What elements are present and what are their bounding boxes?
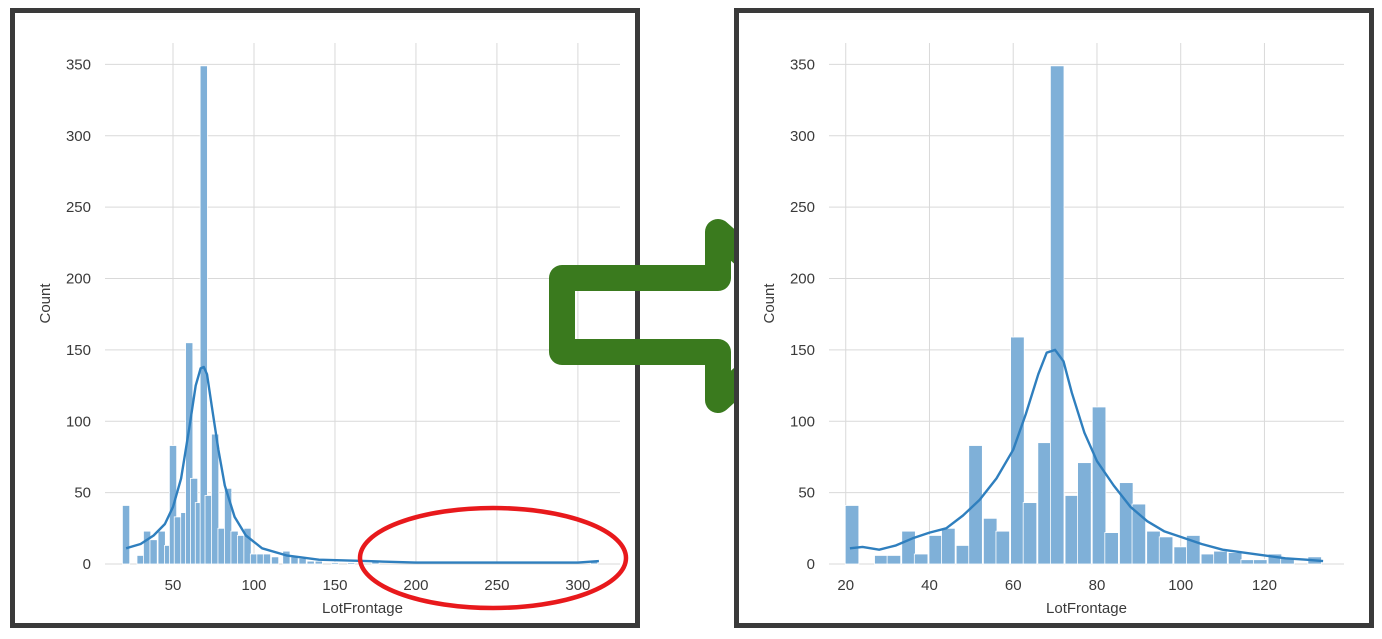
x-tick-label: 80 [1089, 577, 1106, 594]
x-tick-label: 300 [565, 577, 590, 594]
histogram-bar [886, 555, 902, 565]
histogram-bar [874, 555, 889, 565]
y-tick-label: 150 [66, 342, 91, 359]
y-tick-label: 300 [66, 128, 91, 145]
histogram-bar [199, 65, 208, 565]
histogram-bar [1037, 442, 1052, 565]
histogram-bar [1049, 65, 1065, 565]
histogram-bar [941, 527, 956, 565]
histogram-bar [314, 560, 323, 565]
x-axis-title: LotFrontage [322, 600, 403, 617]
histogram-bar [1022, 502, 1038, 565]
y-tick-label: 250 [790, 199, 815, 216]
x-tick-label: 120 [1252, 577, 1277, 594]
histogram-bar [330, 562, 340, 565]
right-chart-panel: 0 50 100 150 200 250 300 350 20 40 60 80 100 120 LotFr… [734, 8, 1374, 628]
histogram-bar [901, 530, 916, 565]
y-tick-label: 100 [66, 413, 91, 430]
histogram-bar [243, 527, 252, 565]
histogram-bar [1213, 550, 1228, 565]
histogram-bar [347, 562, 356, 565]
x-tick-label: 40 [921, 577, 938, 594]
x-tick-label: 150 [322, 577, 347, 594]
kde-line [849, 348, 1324, 563]
left-histogram-chart: 0 50 100 150 200 250 300 350 50 100 150 200 250 300 Lo… [37, 43, 629, 617]
x-tick-label: 50 [165, 577, 182, 594]
histogram-bar [1077, 462, 1092, 565]
y-tick-label: 200 [66, 271, 91, 288]
y-tick-label: 0 [83, 556, 91, 573]
y-tick-label: 200 [790, 271, 815, 288]
y-tick-label: 0 [807, 556, 815, 573]
y-tick-label: 350 [790, 56, 815, 73]
x-tick-label: 100 [1168, 577, 1193, 594]
outlier-highlight-ellipse [357, 505, 629, 611]
histogram-bar [995, 530, 1010, 565]
x-tick-label: 60 [1005, 577, 1022, 594]
x-tick-label: 100 [241, 577, 266, 594]
histogram-bar [1131, 503, 1147, 565]
y-tick-label: 100 [790, 413, 815, 430]
histogram-bar [1091, 406, 1107, 565]
y-tick-label: 50 [798, 485, 815, 502]
histogram-bar [955, 545, 971, 565]
histogram-bar [122, 505, 131, 565]
y-axis-title: Count [761, 283, 778, 324]
kde-line [125, 365, 599, 564]
histogram-bar [282, 550, 291, 565]
histogram-bar [224, 487, 233, 565]
right-histogram-chart: 0 50 100 150 200 250 300 350 20 40 60 80 100 120 LotFr… [761, 43, 1344, 617]
histogram-bar [1158, 536, 1174, 565]
histogram-bar [271, 556, 280, 565]
y-axis-title: Count [37, 283, 54, 324]
histogram-bar [982, 517, 998, 565]
histogram-bar [262, 553, 271, 565]
x-tick-label: 250 [484, 577, 509, 594]
histogram-bar [1200, 553, 1216, 565]
histogram-bar [1146, 530, 1161, 565]
y-tick-label: 50 [74, 485, 91, 502]
histogram-bar [1064, 495, 1080, 565]
histogram-bar [298, 557, 307, 565]
y-tick-label: 300 [790, 128, 815, 145]
histogram-bar [1253, 559, 1268, 565]
histogram-bar [1240, 559, 1255, 565]
left-chart-panel: 0 50 100 150 200 250 300 350 50 100 150 200 250 300 Lo… [10, 8, 640, 628]
histogram-bar [1227, 552, 1243, 565]
x-tick-label: 20 [837, 577, 854, 594]
x-axis-title: LotFrontage [1046, 600, 1127, 617]
histogram-bar [928, 535, 943, 565]
x-tick-label: 200 [403, 577, 428, 594]
y-tick-label: 150 [790, 342, 815, 359]
histogram-bar [1173, 546, 1188, 565]
histogram-bar [844, 505, 860, 565]
y-tick-label: 350 [66, 56, 91, 73]
histogram-bar [306, 560, 315, 565]
histogram-bar [1010, 336, 1025, 565]
y-tick-label: 250 [66, 199, 91, 216]
histogram-bar [913, 553, 929, 565]
histogram-bar [1104, 532, 1119, 565]
histogram-bar [149, 539, 158, 565]
